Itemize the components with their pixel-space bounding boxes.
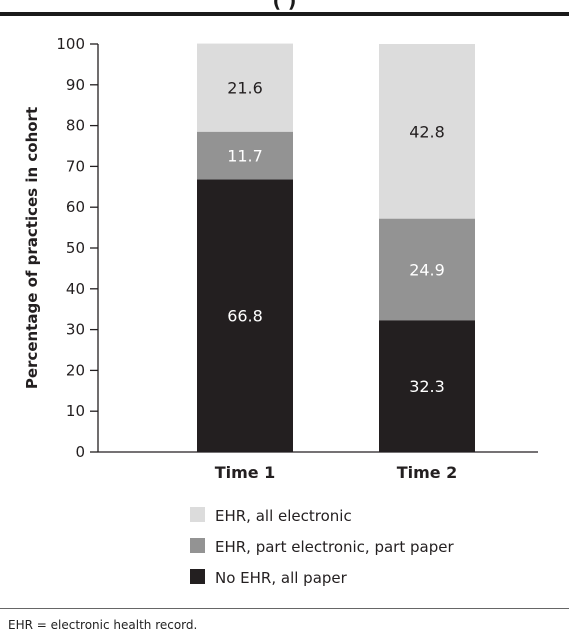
y-tick-label-50: 50: [66, 239, 85, 257]
header-rule: ( ): [0, 0, 569, 18]
stacked-bar-chart: 0 10 20 30 40 50 60 70 80 90 100 Percentage of prac…: [23, 35, 538, 587]
data-label-time-1-1: 11.7: [227, 147, 263, 166]
bar-segment-time-2-0: [379, 320, 475, 452]
bar-segment-time-2-1: [379, 218, 475, 321]
legend-label-0: EHR, all electronic: [215, 507, 352, 525]
x-tick-label-time-2: Time 2: [397, 463, 458, 482]
y-tick-label-60: 60: [66, 198, 85, 216]
legend-swatch-2: [190, 569, 205, 584]
y-tick-label-40: 40: [66, 280, 85, 298]
y-tick-label-10: 10: [66, 402, 85, 420]
y-tick-label-20: 20: [66, 361, 85, 379]
bar-segment-time-1-1: [197, 131, 293, 180]
footnote: EHR = electronic health record.: [8, 618, 198, 632]
bar-segment-time-2-2: [379, 44, 475, 219]
data-label-time-2-0: 32.3: [409, 377, 445, 396]
legend-swatch-0: [190, 507, 205, 522]
chart-title-fragment: ( ): [272, 0, 297, 12]
y-tick-label-100: 100: [56, 35, 85, 53]
y-tick-label-80: 80: [66, 117, 85, 135]
y-axis-title: Percentage of practices in cohort: [23, 107, 41, 389]
data-label-time-2-1: 24.9: [409, 260, 445, 279]
header-rule-line: [0, 12, 569, 16]
y-tick-label-0: 0: [75, 443, 85, 461]
legend-swatch-1: [190, 538, 205, 553]
footnote-divider: [0, 608, 569, 609]
x-tick-label-time-1: Time 1: [215, 463, 276, 482]
y-tick-label-70: 70: [66, 157, 85, 175]
y-tick-label-90: 90: [66, 76, 85, 94]
data-label-time-1-0: 66.8: [227, 307, 263, 326]
bar-segment-time-1-2: [197, 43, 293, 132]
y-tick-label-30: 30: [66, 321, 85, 339]
legend-label-1: EHR, part electronic, part paper: [215, 538, 454, 556]
bar-segment-time-1-0: [197, 179, 293, 452]
data-label-time-2-2: 42.8: [409, 122, 445, 141]
data-label-time-1-2: 21.6: [227, 79, 263, 98]
legend-label-2: No EHR, all paper: [215, 569, 348, 587]
